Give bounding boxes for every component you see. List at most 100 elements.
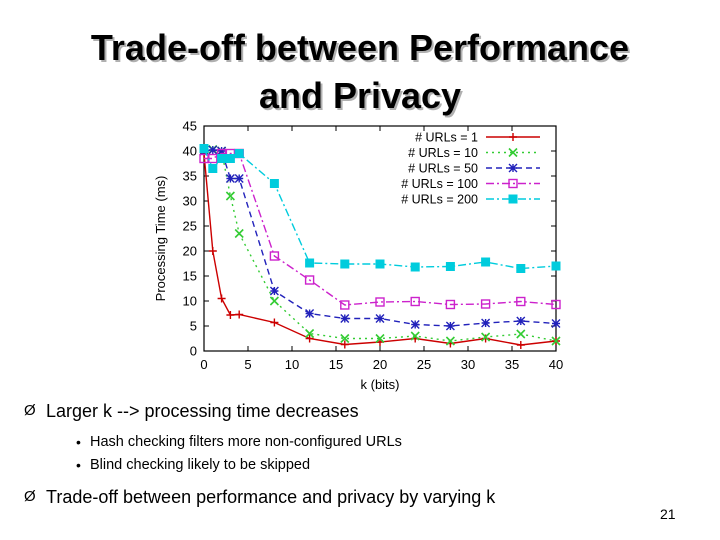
series-5 <box>199 144 561 273</box>
dot-bullet-icon: • <box>76 457 81 473</box>
data-point <box>226 311 235 319</box>
data-point <box>340 259 350 269</box>
data-point <box>217 294 226 303</box>
data-point <box>225 191 235 201</box>
title-line-2: and Privacy <box>258 75 462 116</box>
x-tick-label: 25 <box>417 357 431 372</box>
data-point <box>234 174 244 183</box>
data-point <box>269 251 280 261</box>
data-point <box>234 149 244 158</box>
data-point <box>269 179 279 188</box>
data-point <box>199 144 209 153</box>
x-tick-label: 10 <box>285 357 299 372</box>
data-point <box>481 334 490 343</box>
y-tick-label: 0 <box>190 344 197 359</box>
sub-bullet-2-text: Blind checking likely to be skipped <box>90 457 311 473</box>
x-axis-label: k (bits) <box>361 377 400 392</box>
chart-axes: 0 5 10 15 20 25 30 35 40 0 5 10 15 20 25 30 35 40 45 <box>183 119 564 373</box>
x-tick-label: 40 <box>549 357 563 372</box>
series-3 <box>199 145 561 331</box>
data-point <box>304 275 315 285</box>
data-point <box>208 145 218 155</box>
data-point <box>305 334 314 343</box>
series-line <box>204 152 557 306</box>
series-line <box>203 148 557 342</box>
data-point <box>225 174 235 183</box>
chart-series <box>199 144 561 349</box>
bullet-2: Ø Trade-off between performance and priv… <box>24 486 495 508</box>
x-tick-label: 5 <box>244 357 251 372</box>
legend-label: # URLs = 10 <box>408 146 478 160</box>
data-point <box>375 314 385 323</box>
series-line <box>203 153 557 346</box>
data-point <box>551 336 561 346</box>
slide-title: Trade-off between Performance and Privac… <box>0 24 720 120</box>
y-tick-label: 40 <box>183 144 197 159</box>
data-point <box>340 300 350 310</box>
data-point <box>481 332 491 342</box>
title-line-1: Trade-off between Performance <box>90 27 630 68</box>
data-point <box>375 259 385 269</box>
data-point <box>480 299 491 309</box>
x-tick-label: 35 <box>505 357 519 372</box>
data-point <box>235 310 244 319</box>
data-point <box>445 321 455 331</box>
y-axis-label: Processing Time (ms) <box>153 176 168 302</box>
x-tick-label: 20 <box>373 357 387 372</box>
sub-bullet-1: • Hash checking filters more non-configu… <box>76 433 402 451</box>
data-point <box>516 264 526 273</box>
data-point <box>410 262 420 272</box>
series-4 <box>199 148 561 310</box>
data-point <box>445 336 455 346</box>
data-point <box>551 319 561 328</box>
data-point <box>516 329 526 339</box>
processing-time-chart: 0 5 10 15 20 25 30 35 40 0 5 10 15 20 25 30 35 40 45 # URL… <box>153 119 564 393</box>
series-line <box>203 149 557 327</box>
data-point <box>551 261 561 271</box>
dot-bullet-icon: • <box>76 434 81 450</box>
data-point <box>410 296 420 307</box>
legend-label: # URLs = 1 <box>415 131 478 145</box>
data-point <box>305 258 315 268</box>
data-point <box>445 299 456 310</box>
arrow-bullet-icon: Ø <box>24 402 36 419</box>
data-point <box>481 318 491 328</box>
data-point <box>234 228 244 239</box>
data-point <box>445 262 455 271</box>
data-point <box>305 328 315 339</box>
sub-bullet-1-text: Hash checking filters more non-configure… <box>90 434 402 450</box>
data-point <box>340 314 350 323</box>
data-point <box>305 309 315 318</box>
x-tick-label: 0 <box>200 357 207 372</box>
data-point <box>516 296 526 307</box>
data-point <box>270 318 279 327</box>
series-line <box>203 148 557 270</box>
x-tick-label: 15 <box>329 357 343 372</box>
y-tick-label: 5 <box>190 319 197 334</box>
bullet-2-text: Trade-off between performance and privac… <box>46 487 496 507</box>
y-tick-label: 20 <box>183 244 197 259</box>
data-point <box>217 146 227 156</box>
y-tick-label: 45 <box>183 119 197 134</box>
arrow-bullet-icon: Ø <box>24 488 36 505</box>
bullet-1-text: Larger k --> processing time decreases <box>46 401 359 421</box>
legend-label: # URLs = 200 <box>401 193 478 207</box>
data-point <box>208 164 218 173</box>
legend-marker <box>509 133 517 141</box>
data-point <box>375 297 385 307</box>
legend-marker <box>508 147 518 158</box>
legend-marker <box>508 163 518 173</box>
y-tick-label: 15 <box>183 269 197 284</box>
sub-bullet-2: • Blind checking likely to be skipped <box>76 456 310 474</box>
data-point <box>340 340 349 349</box>
y-tick-label: 30 <box>183 194 197 209</box>
legend-marker <box>508 194 518 204</box>
data-point <box>410 320 420 329</box>
data-point <box>199 153 209 164</box>
data-point <box>269 296 279 306</box>
data-point <box>217 154 227 163</box>
y-tick-label: 35 <box>183 169 197 184</box>
legend-label: # URLs = 100 <box>401 177 478 191</box>
legend-marker <box>508 178 518 189</box>
chart-legend: # URLs = 1# URLs = 10# URLs = 50# URLs =… <box>401 131 540 207</box>
